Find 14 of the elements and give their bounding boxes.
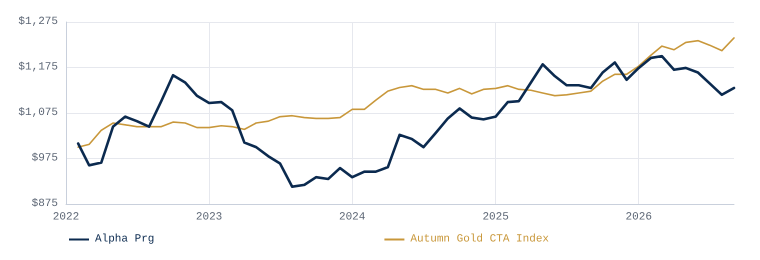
x-tick-label: 2024 [338,212,366,224]
y-tick-label: $875 [32,198,58,210]
y-tick-label: $1,075 [18,107,58,119]
y-tick-label: $975 [32,152,58,164]
x-tick-label: 2023 [196,212,222,224]
y-tick-label: $1,275 [18,16,58,28]
x-tick-label: 2026 [626,212,652,224]
line-series [76,54,736,188]
line-series [77,37,735,148]
x-tick-label: 2025 [482,212,509,224]
legend-label: Autumn Gold CTA Index [410,234,550,246]
legend-label: Alpha Prg [95,234,154,246]
y-tick-label: $1,175 [18,62,58,74]
x-tick-label: 2022 [52,212,80,224]
